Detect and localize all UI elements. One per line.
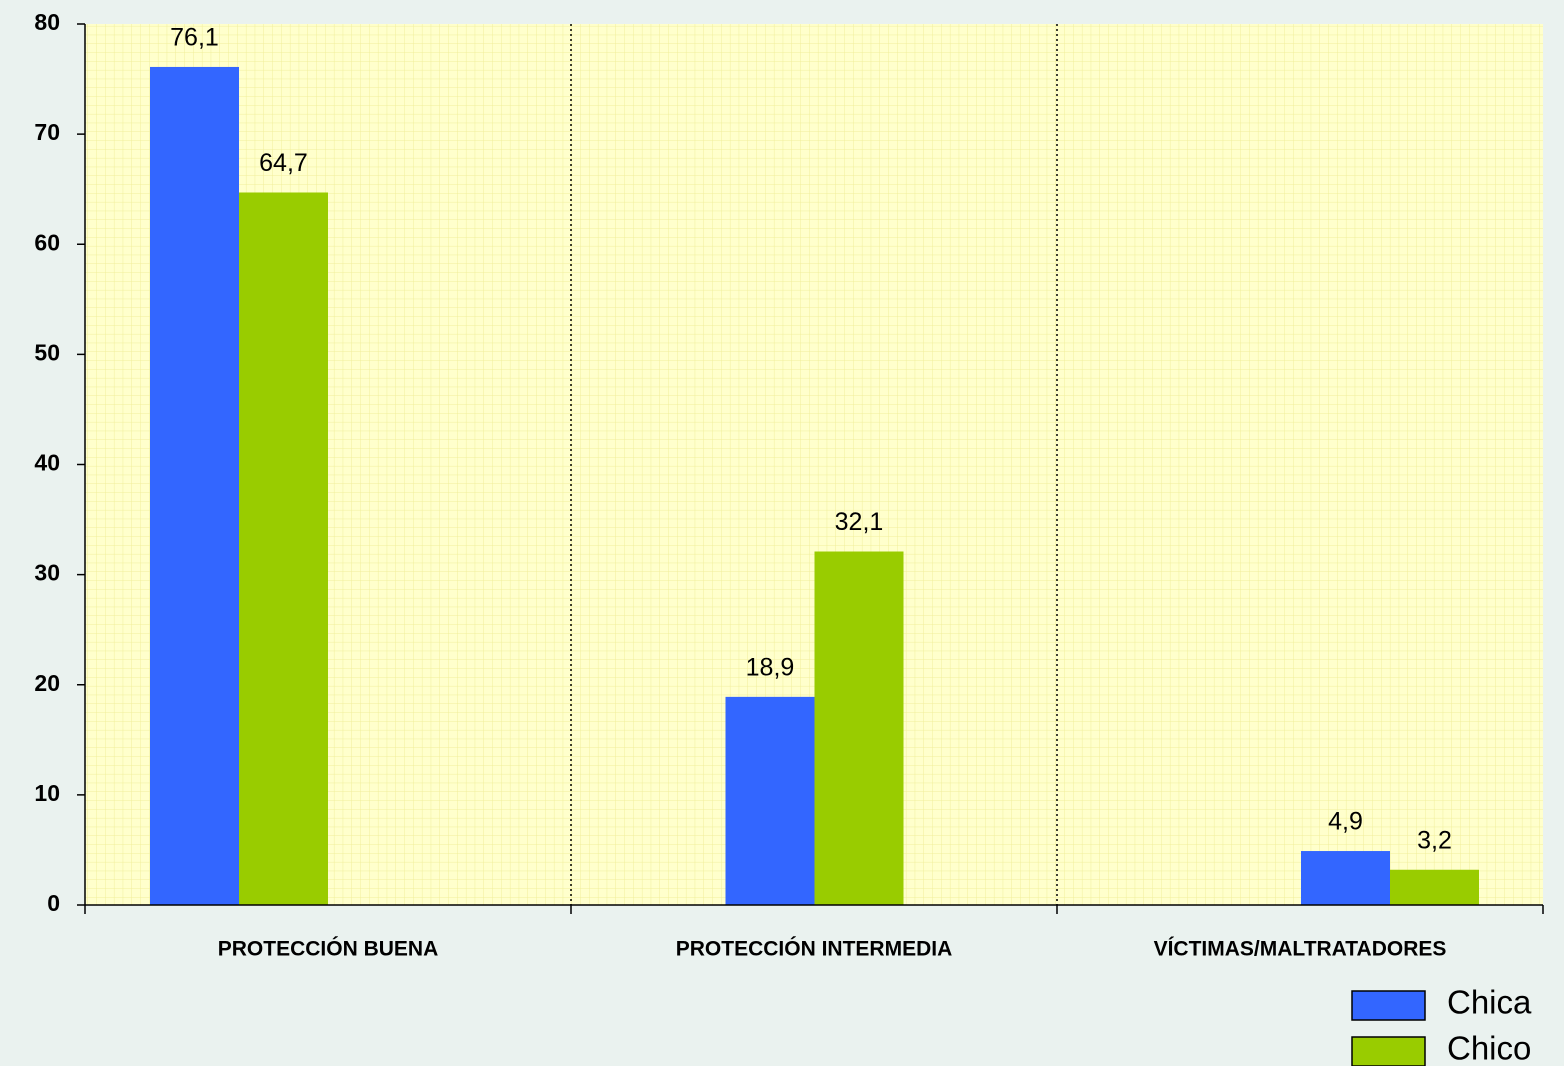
legend-label: Chica	[1447, 984, 1532, 1021]
y-tick-label: 30	[34, 560, 60, 586]
value-label: 64,7	[259, 149, 308, 177]
y-tick-label: 60	[34, 229, 60, 255]
y-tick-label: 40	[34, 450, 60, 476]
bar	[1390, 869, 1479, 905]
legend-label: Chico	[1447, 1030, 1531, 1066]
x-tick-label: PROTECCIÓN BUENA	[218, 937, 439, 961]
value-label: 3,2	[1417, 826, 1452, 854]
y-tick-label: 10	[34, 780, 60, 806]
y-tick-label: 20	[34, 670, 60, 696]
x-tick-label: PROTECCIÓN INTERMEDIA	[676, 937, 953, 961]
bar	[814, 551, 904, 905]
value-label: 76,1	[170, 24, 219, 52]
value-label: 4,9	[1328, 808, 1363, 836]
bar	[1301, 851, 1390, 905]
bar	[725, 696, 815, 905]
y-tick-label: 70	[34, 119, 60, 145]
legend-swatch	[1351, 990, 1426, 1021]
y-tick-label: 80	[34, 9, 60, 35]
y-tick-label: 50	[34, 339, 60, 365]
value-label: 18,9	[746, 653, 795, 681]
x-tick-label: VÍCTIMAS/MALTRATADORES	[1154, 938, 1447, 961]
legend-swatch	[1351, 1036, 1426, 1066]
y-tick-label: 0	[47, 890, 60, 916]
bar	[150, 66, 239, 906]
bar	[239, 192, 328, 905]
value-label: 32,1	[835, 508, 884, 536]
